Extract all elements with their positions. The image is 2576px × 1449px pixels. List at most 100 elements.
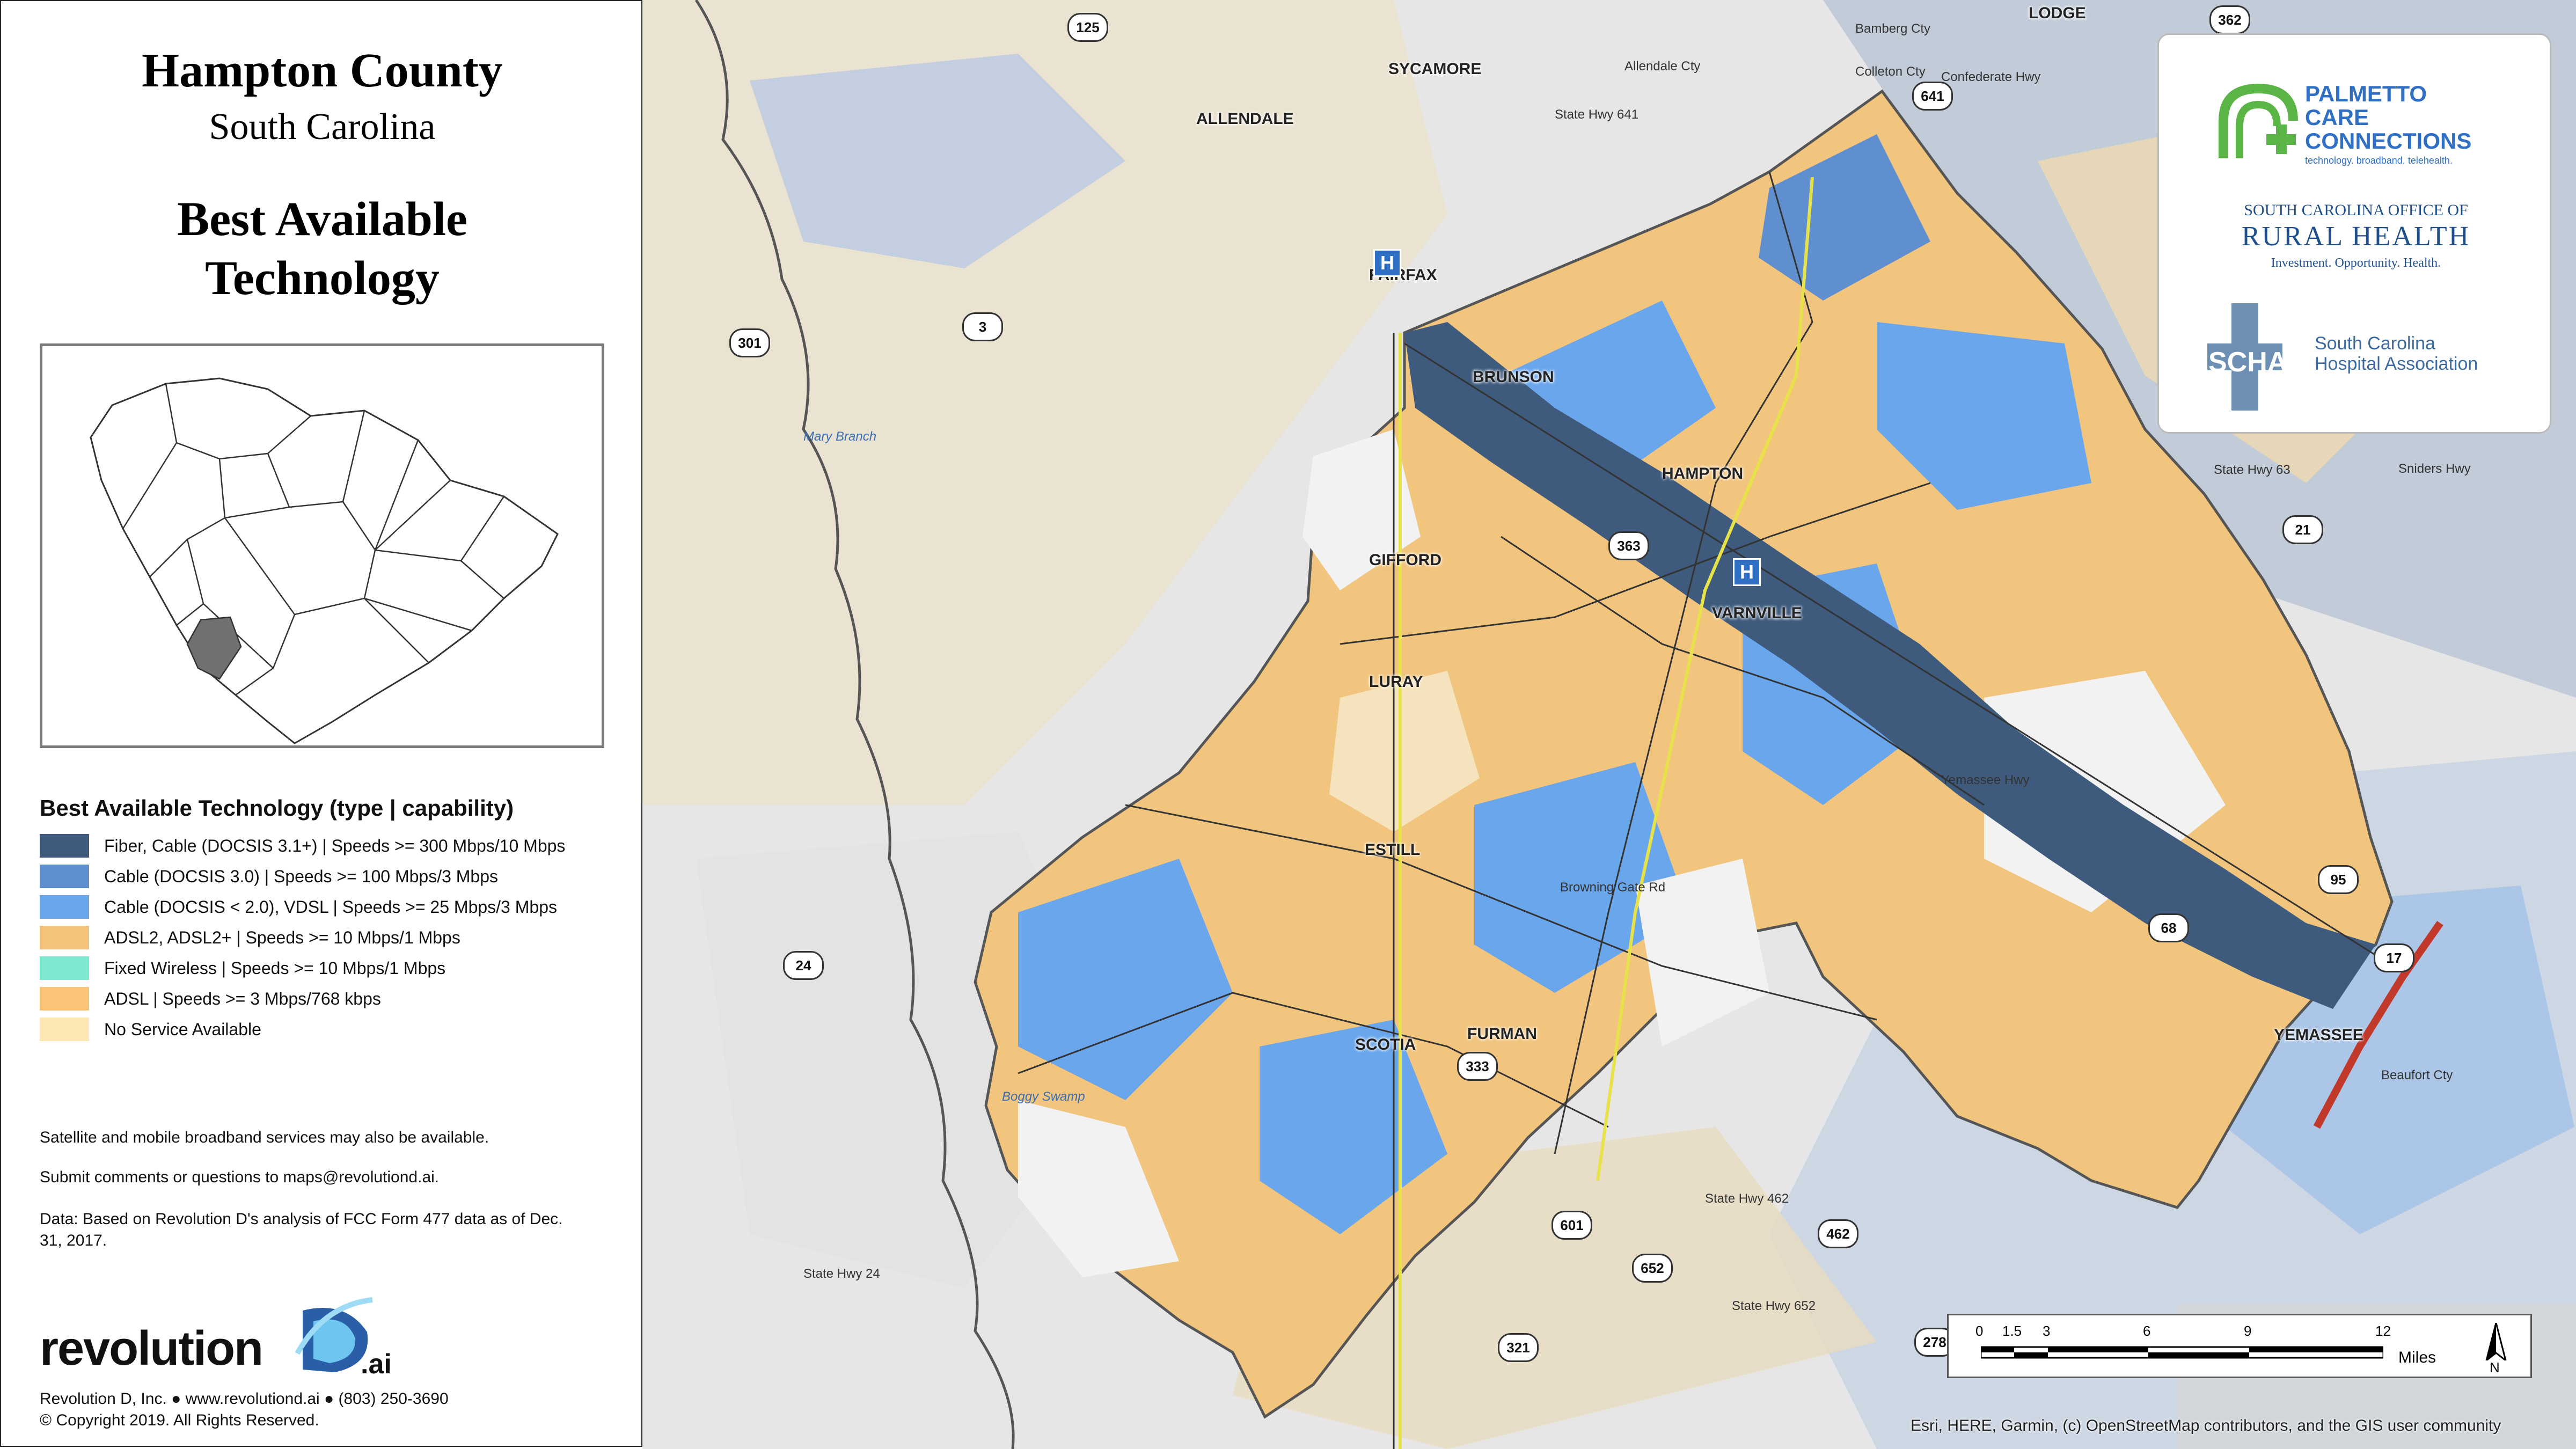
- town-label: ALLENDALE: [1196, 110, 1294, 128]
- legend-swatch: [40, 865, 89, 888]
- town-label: LURAY: [1369, 673, 1423, 691]
- highway-shield: 362: [2209, 5, 2250, 34]
- highway-shield: 641: [1912, 82, 1953, 111]
- legend-swatch: [40, 987, 89, 1011]
- scha-line: South Carolina: [2315, 333, 2435, 354]
- scale-tick: 6: [2143, 1323, 2151, 1339]
- highway-shield: 601: [1552, 1211, 1592, 1240]
- north-arrow-icon: [2485, 1323, 2507, 1360]
- highway-shield: 68: [2148, 913, 2189, 942]
- scale-tick: 1.5: [2002, 1323, 2022, 1339]
- town-label: YEMASSEE: [2274, 1026, 2363, 1044]
- pcc-tagline: technology. broadband. telehealth.: [2305, 155, 2453, 166]
- scha-abbr: SCHA: [2208, 347, 2288, 378]
- data-source-note: Data: Based on Revolution D's analysis o…: [40, 1210, 563, 1249]
- hospital-icon: H: [1733, 558, 1761, 586]
- pcc-line: CARE: [2305, 105, 2369, 130]
- brand-d-icon: [295, 1297, 373, 1372]
- legend-swatch: [40, 834, 89, 858]
- county-title: Hampton County: [142, 44, 503, 97]
- scha-name: South Carolina Hospital Association: [2315, 333, 2478, 374]
- broadband-map[interactable]: SYCAMORE ALLENDALE FAIRFAX BRUNSON HAMPT…: [642, 0, 2576, 1449]
- highway-shield: 24: [783, 951, 824, 980]
- highway-shield: 652: [1632, 1254, 1673, 1283]
- map-title-line1: Best Available: [177, 193, 467, 246]
- water-label: Boggy Swamp: [1002, 1089, 1085, 1104]
- town-label: SYCAMORE: [1388, 60, 1482, 78]
- brand-suffix: .ai: [361, 1349, 392, 1380]
- legend-title: Best Available Technology (type | capabi…: [40, 795, 514, 821]
- scale-tick: 0: [1975, 1323, 1984, 1339]
- road-label: Colleton Cty: [1855, 64, 1926, 79]
- scha-line: Hospital Association: [2315, 354, 2478, 374]
- legend-label: Cable (DOCSIS 3.0) | Speeds >= 100 Mbps/…: [104, 867, 499, 886]
- state-locator-inset: [40, 343, 604, 748]
- scale-tick: 12: [2375, 1323, 2391, 1339]
- town-label: FURMAN: [1467, 1025, 1537, 1043]
- scha-cross-icon: [2207, 303, 2282, 411]
- town-label: BRUNSON: [1473, 368, 1554, 386]
- state-subtitle: South Carolina: [209, 106, 436, 148]
- revolution-d-logo: revolution .ai: [40, 1289, 415, 1386]
- contact-line: Revolution D, Inc. ● www.revolutiond.ai …: [40, 1390, 449, 1408]
- highway-shield: 363: [1608, 531, 1649, 560]
- water-label: Mary Branch: [803, 429, 877, 444]
- legend-label: ADSL | Speeds >= 3 Mbps/768 kbps: [104, 989, 381, 1008]
- map-canvas: [642, 0, 2576, 1449]
- scale-tick: 9: [2244, 1323, 2252, 1339]
- hospital-icon: H: [1373, 249, 1401, 277]
- town-label: ESTILL: [1365, 841, 1421, 859]
- legend-swatch: [40, 956, 89, 980]
- road-label: State Hwy 63: [2214, 463, 2290, 477]
- brand-name: revolution: [40, 1322, 264, 1375]
- town-label: SCOTIA: [1355, 1036, 1416, 1053]
- scale-tick: 3: [2043, 1323, 2051, 1339]
- road-label: Yemassee Hwy: [1941, 773, 2030, 787]
- highway-shield: 301: [729, 328, 770, 357]
- highway-shield: 321: [1498, 1333, 1539, 1362]
- highway-shield: 95: [2318, 865, 2359, 894]
- palmetto-care-icon: [2219, 83, 2298, 158]
- legend-label: Fiber, Cable (DOCSIS 3.1+) | Speeds >= 3…: [104, 836, 566, 855]
- road-label: State Hwy 24: [803, 1267, 880, 1281]
- scale-bar: 0 1.5 3 6 9 12 Miles N: [1947, 1314, 2532, 1378]
- pcc-line: CONNECTIONS: [2305, 128, 2472, 153]
- road-label: State Hwy 641: [1555, 107, 1639, 122]
- legend-label: Fixed Wireless | Speeds >= 10 Mbps/1 Mbp…: [104, 958, 446, 978]
- legend-swatch: [40, 1018, 89, 1041]
- map-title-line2: Technology: [205, 252, 440, 305]
- road-label: Beaufort Cty: [2381, 1068, 2453, 1082]
- highway-shield: 333: [1457, 1052, 1498, 1081]
- comments-note: Submit comments or questions to maps@rev…: [40, 1168, 440, 1186]
- orh-line2: RURAL HEALTH: [2241, 221, 2471, 252]
- town-label: GIFFORD: [1369, 551, 1441, 569]
- road-label: State Hwy 462: [1705, 1191, 1789, 1206]
- copyright-line: © Copyright 2019. All Rights Reserved.: [40, 1411, 319, 1429]
- highway-shield: 462: [1818, 1219, 1858, 1248]
- info-panel: Hampton County South Carolina Best Avail…: [0, 0, 642, 1447]
- hampton-county-highlight: [186, 616, 242, 680]
- highway-shield: 21: [2282, 515, 2323, 544]
- road-label: Browning Gate Rd: [1560, 880, 1666, 895]
- road-label: Allendale Cty: [1624, 59, 1701, 74]
- road-label: Confederate Hwy: [1941, 70, 2041, 84]
- orh-tagline: Investment. Opportunity. Health.: [2271, 256, 2441, 270]
- legend-label: Cable (DOCSIS < 2.0), VDSL | Speeds >= 2…: [104, 897, 557, 917]
- road-label: Sniders Hwy: [2398, 462, 2471, 476]
- highway-shield: 125: [1067, 13, 1108, 42]
- map-attribution: Esri, HERE, Garmin, (c) OpenStreetMap co…: [1911, 1417, 2501, 1435]
- legend-swatch: [40, 926, 89, 949]
- scale-bar-graphic: [1981, 1346, 2383, 1359]
- legend-swatch: [40, 895, 89, 919]
- pcc-name: PALMETTO CARE CONNECTIONS: [2305, 82, 2471, 153]
- town-label: HAMPTON: [1662, 465, 1744, 482]
- partner-logos-panel: PALMETTO CARE CONNECTIONS technology. br…: [2157, 33, 2551, 434]
- orh-line1: SOUTH CAROLINA OFFICE OF: [2244, 201, 2468, 219]
- pcc-line: PALMETTO: [2305, 81, 2427, 106]
- town-label: VARNVILLE: [1712, 604, 1802, 622]
- south-carolina-outline: [90, 377, 559, 744]
- north-label: N: [2490, 1359, 2500, 1375]
- scale-unit: Miles: [2398, 1349, 2436, 1366]
- road-label: Bamberg Cty: [1855, 21, 1931, 36]
- highway-shield: 3: [962, 312, 1003, 341]
